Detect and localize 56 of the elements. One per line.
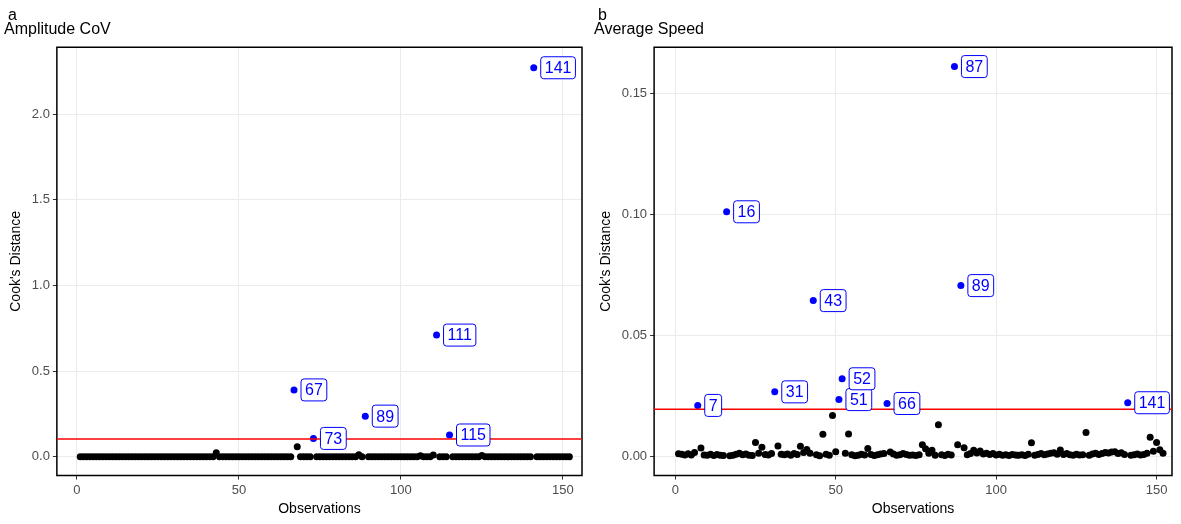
point: [446, 431, 453, 439]
annotation: 51: [849, 391, 868, 409]
x-tick-label: 100: [985, 481, 1008, 497]
y-axis-title: Cook's Distance: [7, 210, 24, 312]
annotation: 52: [853, 370, 872, 388]
y-tick-label: 0.0: [31, 448, 50, 464]
x-tick-label: 50: [828, 481, 843, 497]
annotation: 16: [737, 203, 756, 221]
y-tick-label: 1.0: [31, 276, 50, 292]
x-tick-label: 0: [73, 481, 81, 497]
x-tick-label: 0: [671, 481, 679, 497]
y-axis-title: Cook's Distance: [597, 210, 614, 312]
annotation: 141: [1138, 394, 1166, 412]
point: [723, 208, 731, 216]
annotation: 89: [376, 407, 395, 425]
y-tick-label: 0.10: [621, 205, 648, 221]
y-tick-label: 0.00: [621, 447, 648, 463]
annotation: 67: [305, 381, 323, 399]
annotation: 89: [971, 277, 990, 295]
point: [957, 282, 965, 290]
point: [433, 331, 441, 339]
x-tick-label: 150: [1145, 481, 1168, 497]
annotation: 111: [447, 326, 472, 344]
chart-title: Amplitude CoV: [4, 20, 112, 38]
point: [771, 388, 779, 396]
y-tick-label: 0.5: [31, 362, 50, 378]
point: [838, 375, 846, 383]
x-tick-label: 150: [552, 481, 574, 497]
annotation: 115: [460, 426, 487, 444]
point: [883, 399, 891, 407]
annotation: 87: [965, 57, 984, 75]
point: [1124, 399, 1132, 407]
point: [809, 297, 817, 305]
x-axis-title: Observations: [278, 500, 361, 517]
x-tick-label: 50: [231, 481, 247, 497]
x-tick-label: 100: [390, 481, 412, 497]
annotation: 31: [785, 383, 804, 401]
annotation: 73: [324, 429, 343, 447]
annotation: 43: [824, 292, 843, 310]
text: b: [598, 6, 607, 23]
text: a: [8, 6, 17, 23]
y-tick-label: 0.15: [621, 84, 648, 100]
point: [361, 412, 369, 420]
annotation: 141: [544, 59, 572, 77]
point: [950, 63, 958, 71]
x-axis-title: Observations: [871, 500, 955, 517]
point: [530, 64, 538, 72]
y-tick-label: 1.5: [31, 191, 50, 207]
annotation: 66: [898, 394, 916, 412]
point: [694, 401, 702, 409]
point: [835, 396, 843, 404]
point: [290, 386, 298, 394]
y-tick-label: 0.05: [621, 326, 648, 342]
annotation: 7: [708, 396, 718, 414]
y-tick-label: 2.0: [31, 105, 50, 121]
chart-title: Average Speed: [594, 20, 705, 38]
